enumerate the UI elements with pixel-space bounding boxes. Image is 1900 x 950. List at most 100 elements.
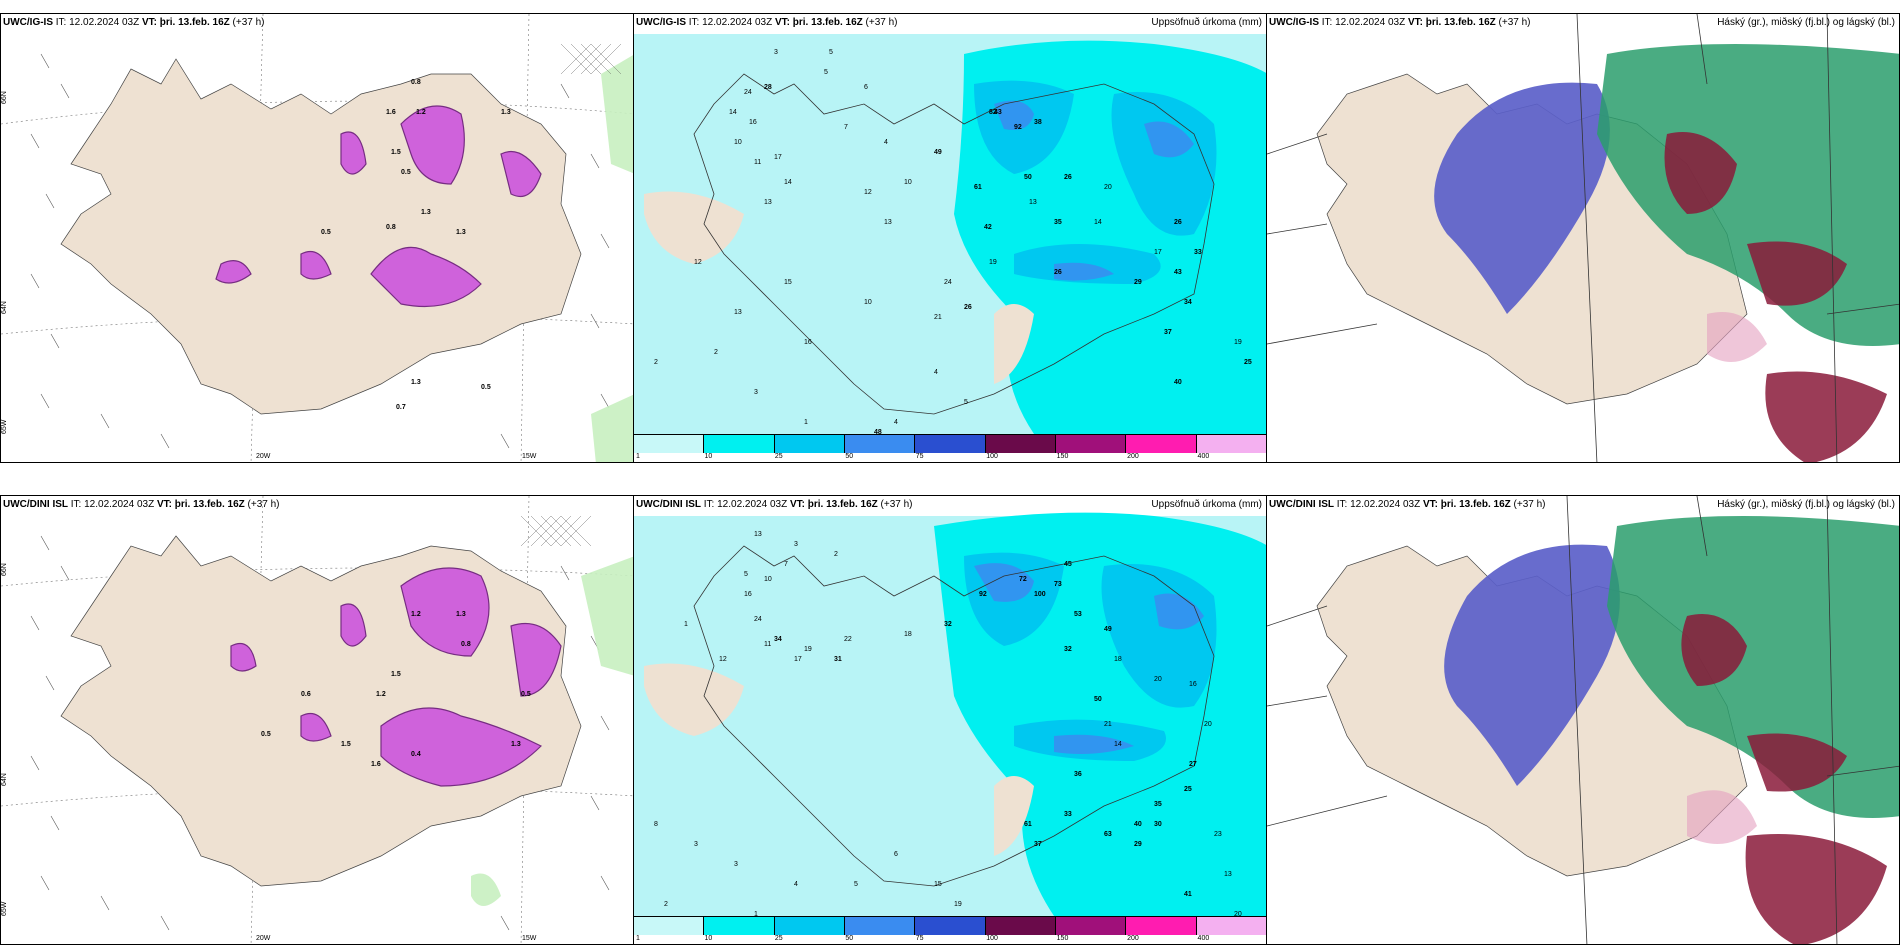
precip-value-label: 61 [974, 184, 982, 191]
colorbar-tick-label: 200 [1127, 935, 1139, 942]
snow-map-1: 0.8 1.2 1.6 1.3 1.5 0.5 1.3 0.5 0.8 1.3 0.7 1.3 0.5 [1, 14, 633, 462]
snow-amount-label: 0.7 [396, 404, 406, 411]
colorbar-tick-label: 25 [774, 935, 783, 942]
colorbar-tick-label: 75 [915, 453, 924, 460]
precip-value-label: 14 [1114, 741, 1122, 748]
precip-map-2: 1337251016243417112111922311832927210073… [634, 512, 1266, 928]
snow-amount-label: 0.8 [461, 641, 471, 648]
precip-value-label: 37 [1034, 841, 1042, 848]
precip-value-label: 29 [1134, 841, 1142, 848]
colorbar-swatch [844, 435, 916, 453]
precip-value-label: 72 [1019, 576, 1027, 583]
precip-value-label: 24 [744, 89, 752, 96]
lat-label-65w: 65W [1, 901, 8, 916]
colorbar-tick-label: 1 [636, 935, 640, 942]
precip-value-label: 18 [1114, 656, 1122, 663]
colorbar-tick-label: 200 [1127, 453, 1139, 460]
cloud-map-panel-1: UWC/IG-IS IT: 12.02.2024 03Z VT: þri. 13… [1266, 13, 1900, 463]
snow-amount-label: 0.5 [321, 229, 331, 236]
colorbar-tick-label: 400 [1197, 935, 1210, 942]
precip-value-label: 20 [1104, 184, 1112, 191]
colorbar-tick-label: 75 [915, 935, 924, 942]
precip-value-label: 45 [1064, 561, 1072, 568]
precip-value-label: 26 [1174, 219, 1182, 226]
snow-amount-label: 1.5 [391, 149, 401, 156]
precip-value-label: 3 [694, 841, 698, 848]
precip-value-label: 17 [774, 154, 782, 161]
cloud-mixed-pink [1687, 790, 1757, 844]
precip-value-label: 36 [1074, 771, 1082, 778]
precip-value-label: 38 [1034, 119, 1042, 126]
precip-value-label: 2 [714, 349, 718, 356]
precip-value-label: 37 [1164, 329, 1172, 336]
precip-value-label: 17 [1154, 249, 1162, 256]
precip-value-label: 20 [1154, 676, 1162, 683]
colorbar-swatch [1055, 917, 1127, 935]
precip-value-label: 43 [1174, 269, 1182, 276]
precip-value-label: 16 [804, 339, 812, 346]
precip-value-label: 14 [729, 109, 737, 116]
precip-value-label: 13 [1029, 199, 1037, 206]
precip-area-50mm [974, 563, 1204, 754]
precip-value-label: 48 [874, 429, 882, 436]
precip-station-values: 3 556242814161011171413741012132426211942… [654, 49, 1252, 436]
colorbar-tick-label: 100 [986, 935, 998, 942]
colorbar-swatch [634, 435, 705, 453]
precip-value-label: 10 [864, 299, 872, 306]
precip-value-label: 42 [984, 224, 992, 231]
snow-amount-label: 1.2 [416, 109, 426, 116]
precip-value-label: 5 [964, 399, 968, 406]
precip-value-label: 14 [784, 179, 792, 186]
colorbar-tick-label: 25 [774, 453, 783, 460]
coastline [693, 73, 1215, 415]
precip-value-label: 19 [954, 901, 962, 908]
cloud-mixed-pink [1707, 312, 1767, 362]
precip-map-panel-1: 3 5 5 6 24 28 14 16 10 11 17 14 13 7 4 10 12 13 24 26 21 19 42… [633, 13, 1267, 463]
snow-amount-label: 0.5 [521, 691, 531, 698]
precip-colorbar: 1 10 25 50 75 100 150 200 400 [634, 916, 1266, 944]
precip-value-label: 35 [1154, 801, 1162, 808]
precip-value-label: 5 [824, 69, 828, 76]
precip-value-label: 3 [774, 49, 778, 56]
panel-header: UWC/DINI ISL IT: 12.02.2024 03Z VT: þri.… [636, 499, 913, 510]
precip-area-25mm [964, 552, 1217, 761]
snow-areas [230, 567, 562, 787]
iceland-landmass [60, 535, 582, 887]
precip-value-label: 1 [684, 621, 688, 628]
precip-value-label: 19 [1234, 339, 1242, 346]
precip-value-label: 19 [989, 259, 997, 266]
snow-amount-label: 1.6 [371, 761, 381, 768]
precip-value-label: 32 [944, 621, 952, 628]
precip-station-values: 1337251016243417112111922311832927210073… [654, 531, 1242, 928]
precip-value-label: 12 [694, 259, 702, 266]
precip-value-label: 100 [1034, 591, 1046, 598]
precip-value-label: 3 [794, 541, 798, 548]
cloud-low-blue [1444, 544, 1620, 786]
precip-value-label: 10 [734, 139, 742, 146]
precip-value-label: 26 [1054, 269, 1062, 276]
snow-amount-labels: 1.2 1.3 0.8 1.5 0.6 1.2 1.5 0.5 1.6 0.4 1.3 0.5 [261, 611, 531, 768]
snow-amount-label: 1.2 [376, 691, 386, 698]
precip-value-label: 30 [1154, 821, 1162, 828]
precip-value-label: 13 [764, 199, 772, 206]
precip-value-label: 13 [754, 531, 762, 538]
precip-value-label: 7 [844, 124, 848, 131]
cloud-low-blue [1434, 82, 1610, 314]
panel-legend-title: Uppsöfnuð úrkoma (mm) [1151, 17, 1262, 28]
precip-value-label: 20 [1234, 911, 1242, 918]
dry-land-patches [644, 663, 1034, 856]
snow-map-2: 1.2 1.3 0.8 1.5 0.6 1.2 1.5 0.5 1.6 0.4 1.3 0.5 [1, 496, 633, 944]
cloud-map-2 [1267, 496, 1899, 944]
snow-amount-label: 0.5 [481, 384, 491, 391]
snow-amount-label: 0.4 [411, 751, 421, 758]
snow-amount-label: 1.3 [511, 741, 521, 748]
lat-label-66n: 66N [1, 563, 8, 576]
precip-value-label: 31 [834, 656, 842, 663]
lat-label-64n: 64N [1, 301, 8, 314]
precip-area-50mm [994, 100, 1194, 281]
precip-value-label: 50 [1024, 174, 1032, 181]
precip-value-label: 50 [1094, 696, 1102, 703]
precip-value-label: 4 [894, 419, 898, 426]
precip-value-label: 26 [1064, 174, 1072, 181]
precip-value-label: 29 [1134, 279, 1142, 286]
